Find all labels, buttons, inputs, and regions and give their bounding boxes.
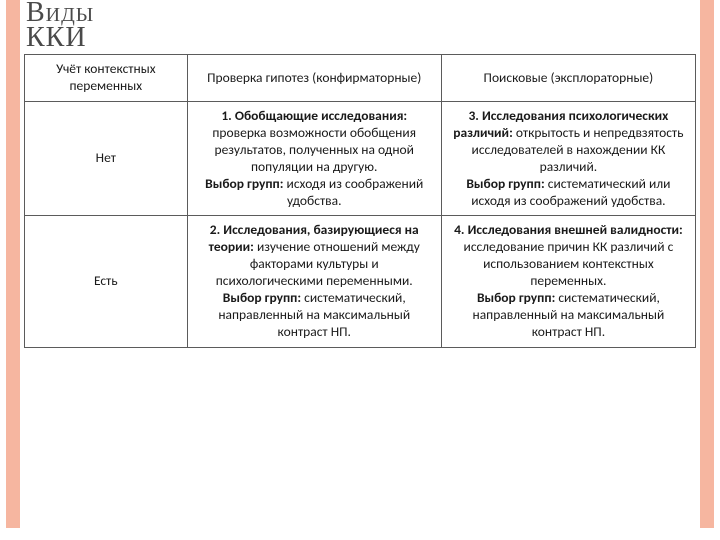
cell-bold-2: Выбор групп: bbox=[223, 289, 301, 306]
cell-0-mid: 1. Обобщающие исследования: проверка воз… bbox=[187, 102, 441, 216]
row-label: Нет bbox=[25, 102, 188, 216]
col-header-mid-text: Проверка гипотез (конфирматорные) bbox=[207, 69, 421, 86]
classification-table: Учёт контекстных переменных Проверка гипо… bbox=[24, 54, 696, 347]
cell-0-right: 3. Исследования психологических различий… bbox=[441, 102, 695, 216]
title-line-2: ККИ bbox=[26, 22, 87, 53]
cell-1-mid: 2. Исследования, базирующиеся на теории:… bbox=[187, 216, 441, 347]
col-header-right: Поисковые (эксплораторные) bbox=[441, 55, 695, 102]
content-frame: Виды ККИ Учёт контекстных переменных Пров… bbox=[6, 0, 714, 528]
col-header-right-text: Поисковые (эксплораторные) bbox=[484, 69, 654, 86]
col-header-left-text: Учёт контекстных переменных bbox=[56, 60, 156, 94]
cell-bold-1: 4. Исследования внешней валидности: bbox=[454, 221, 683, 238]
cell-bold-2: Выбор групп: bbox=[477, 289, 555, 306]
row-label: Есть bbox=[25, 216, 188, 347]
cell-bold-1: 1. Обобщающие исследования: bbox=[221, 107, 407, 124]
cell-text-1: исследование причин КК различий с исполь… bbox=[464, 238, 674, 289]
col-header-left: Учёт контекстных переменных bbox=[25, 55, 188, 102]
page-title: Виды ККИ bbox=[24, 0, 696, 54]
col-header-mid: Проверка гипотез (конфирматорные) bbox=[187, 55, 441, 102]
cell-bold-2: Выбор групп: bbox=[205, 175, 283, 192]
cell-text-2: исходя из соображений удобства. bbox=[284, 175, 424, 209]
cell-text-1: проверка возможности обобщения результат… bbox=[212, 124, 416, 175]
cell-bold-2: Выбор групп: bbox=[466, 175, 544, 192]
row-label-text: Есть bbox=[94, 272, 118, 289]
row-label-text: Нет bbox=[96, 149, 116, 166]
cell-1-right: 4. Исследования внешней валидности: иссл… bbox=[441, 216, 695, 347]
